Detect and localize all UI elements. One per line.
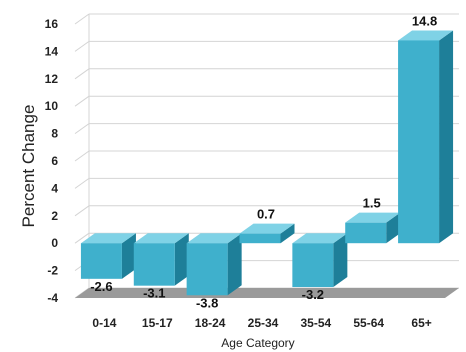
gridline-diagonal [74, 68, 90, 80]
y-tick-label: 16 [45, 17, 59, 31]
bar-top [398, 30, 454, 41]
x-tick-label: 0-14 [92, 316, 116, 330]
bar-front [398, 40, 440, 244]
bar-front [133, 243, 175, 286]
x-tick-label: 65+ [411, 316, 431, 330]
bar-18-24 [186, 233, 242, 296]
x-tick-label: 25-34 [248, 316, 279, 330]
bar-front [239, 233, 281, 244]
gridline-diagonal [74, 123, 90, 135]
gridline-diagonal [74, 150, 90, 162]
data-labels: -2.6 -3.1 -3.8 0.7 -3.2 1.5 14.8 [90, 13, 437, 310]
bar-25-34 [239, 223, 295, 244]
gridline-diagonal [74, 95, 90, 107]
y-tick-label: 14 [45, 44, 59, 58]
bar-top [345, 212, 401, 223]
x-tick-label: 55-64 [353, 316, 384, 330]
gridline-diagonal [74, 205, 90, 217]
x-axis-title: Age Category [221, 336, 294, 350]
data-label: 14.8 [412, 13, 437, 28]
bar-side [333, 233, 348, 288]
bar-front [345, 222, 387, 244]
data-label: -2.6 [90, 279, 112, 294]
y-tick-label: 4 [51, 181, 58, 195]
bar-side [227, 233, 242, 296]
bar-side [386, 212, 401, 244]
bar-front [186, 243, 228, 296]
bar-55-64 [345, 212, 401, 244]
gridline-diagonal [74, 177, 90, 189]
y-axis-title: Percent Change [19, 105, 38, 228]
x-axis-ticks: 0-14 15-17 18-24 25-34 35-54 55-64 65+ [92, 316, 431, 330]
floor-plane [75, 288, 459, 298]
y-tick-label: -4 [47, 291, 58, 305]
bar-top [80, 233, 136, 244]
bar-15-17 [133, 233, 189, 286]
y-tick-label: 10 [45, 99, 59, 113]
bar-front [292, 243, 334, 288]
gridline-diagonal [74, 232, 90, 244]
y-tick-label: 12 [45, 72, 59, 86]
bar-front [80, 243, 122, 279]
bar-side [280, 223, 295, 244]
bar-top [186, 233, 242, 244]
bar-side [174, 233, 189, 286]
bar-0-14 [80, 233, 136, 279]
bar-top [292, 233, 348, 244]
y-tick-label: 6 [51, 154, 58, 168]
bar-top [239, 223, 295, 234]
y-tick-label: 8 [51, 127, 58, 141]
x-tick-label: 35-54 [301, 316, 332, 330]
bars [80, 30, 454, 296]
gridline-diagonal [74, 40, 90, 52]
y-tick-label: -2 [47, 264, 58, 278]
y-tick-label: 2 [51, 209, 58, 223]
data-label: -3.2 [302, 287, 324, 302]
y-tick-label: 0 [51, 236, 58, 250]
y-axis-ticks: 16 14 12 10 8 6 4 2 0 -2 -4 [45, 17, 59, 305]
data-label: 0.7 [257, 207, 275, 222]
gridline-diagonal [74, 13, 90, 25]
x-tick-label: 15-17 [142, 316, 173, 330]
data-label: -3.1 [143, 286, 165, 301]
x-tick-label: 18-24 [195, 316, 226, 330]
bar-side [121, 233, 136, 279]
bar-35-54 [292, 233, 348, 288]
chart-floor [75, 288, 459, 298]
data-label: 1.5 [363, 196, 381, 211]
data-label: -3.8 [196, 295, 218, 310]
bar-side [439, 30, 454, 244]
bar-top [133, 233, 189, 244]
bar-65+ [398, 30, 454, 244]
